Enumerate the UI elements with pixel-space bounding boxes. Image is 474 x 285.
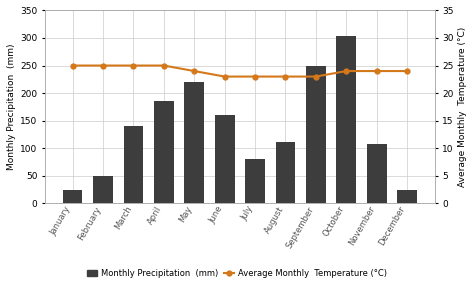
Bar <box>124 126 143 203</box>
Legend: Monthly Precipitation  (mm), Average Monthly  Temperature (°C): Monthly Precipitation (mm), Average Mont… <box>84 265 390 281</box>
Bar <box>275 142 295 203</box>
Bar <box>184 82 204 203</box>
Bar <box>154 101 174 203</box>
Bar <box>337 36 356 203</box>
Bar <box>367 144 387 203</box>
Bar <box>306 66 326 203</box>
Bar <box>63 190 82 203</box>
Bar <box>245 159 265 203</box>
Y-axis label: Monthly Precipitation  (mm): Monthly Precipitation (mm) <box>7 44 16 170</box>
Bar <box>215 115 235 203</box>
Bar <box>397 190 417 203</box>
Y-axis label: Average Monthly  Temperature (°C): Average Monthly Temperature (°C) <box>458 27 467 187</box>
Bar <box>93 176 113 203</box>
